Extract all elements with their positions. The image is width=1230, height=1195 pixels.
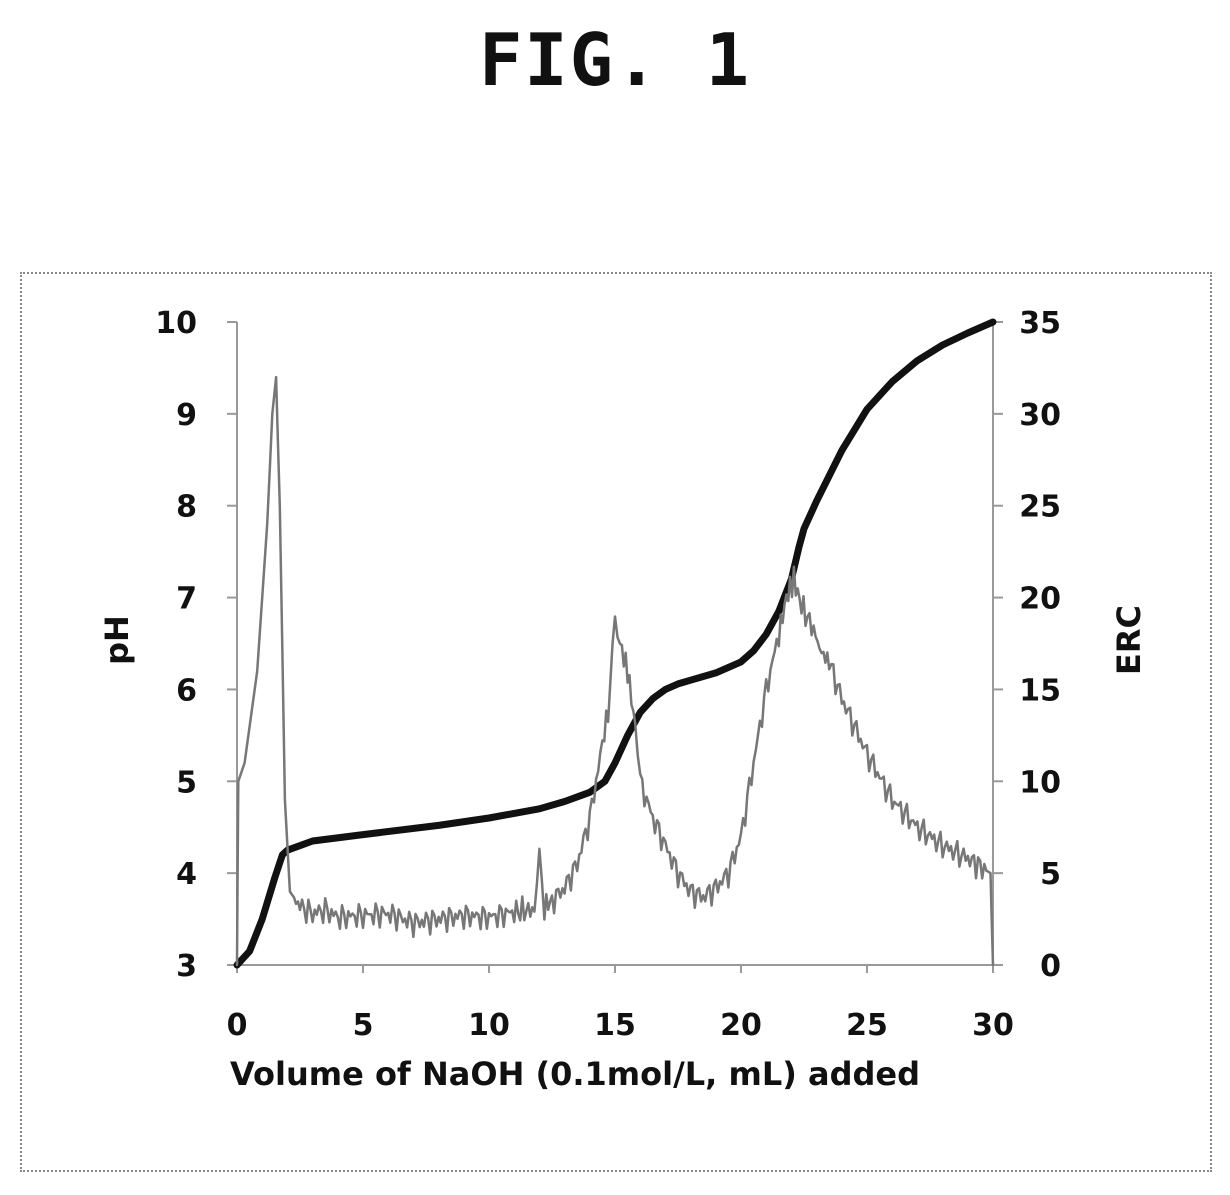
y-left-tick-label: 9 (176, 398, 197, 433)
x-tick-label: 30 (972, 1008, 1014, 1043)
x-tick-label: 0 (227, 1008, 248, 1043)
y-axis-left-title: pH (98, 615, 136, 665)
y-right-tick-label: 20 (1019, 582, 1061, 617)
y-left-tick-label: 7 (176, 582, 197, 617)
x-tick-label: 20 (720, 1008, 762, 1043)
y-left-tick-label: 8 (176, 490, 197, 525)
y-right-tick-label: 30 (1019, 398, 1061, 433)
y-right-tick-label: 5 (1040, 857, 1061, 892)
y-left-tick-label: 10 (155, 306, 197, 341)
figure-label: FIG. 1 (478, 18, 752, 102)
chart-axes (227, 321, 1003, 973)
y-right-tick-label: 15 (1019, 673, 1061, 708)
y-left-tick-label: 4 (176, 857, 197, 892)
y-left-tick-label: 3 (176, 949, 197, 984)
chart-frame (20, 272, 1212, 1172)
y-right-tick-label: 10 (1019, 765, 1061, 800)
chart-labels: 0 5 10 15 20 25 30 3 4 5 6 7 8 9 10 0 5 10 15 20 25 30 35 Volum… (98, 306, 1148, 1093)
x-tick-label: 10 (468, 1008, 510, 1043)
y-left-tick-label: 5 (176, 765, 197, 800)
chart-series (233, 318, 997, 969)
y-axis-right-title: ERC (1110, 605, 1148, 675)
y-right-tick-label: 0 (1040, 949, 1061, 984)
y-right-tick-label: 25 (1019, 490, 1061, 525)
ph-series-line (233, 318, 997, 969)
x-tick-label: 15 (594, 1008, 636, 1043)
x-tick-label: 25 (846, 1008, 888, 1043)
x-tick-label: 5 (353, 1008, 374, 1043)
y-right-tick-label: 35 (1019, 306, 1061, 341)
x-axis-title: Volume of NaOH (0.1mol/L, mL) added (230, 1055, 920, 1093)
erc-series-line (235, 375, 995, 967)
y-left-tick-label: 6 (176, 673, 197, 708)
